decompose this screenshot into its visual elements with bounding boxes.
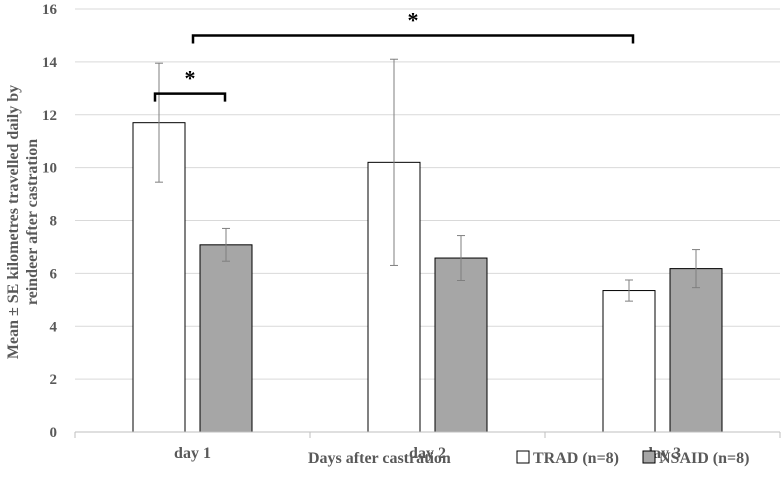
y-tick-label: 0 bbox=[50, 425, 58, 441]
bar bbox=[602, 290, 656, 433]
legend-swatch bbox=[642, 450, 656, 464]
y-axis-title-line1: Mean ± SE kilometres travelled daily by bbox=[5, 85, 22, 359]
y-tick-label: 14 bbox=[42, 55, 58, 71]
gridlines bbox=[75, 8, 780, 380]
legend-label: NSAID (n=8) bbox=[659, 450, 749, 467]
significance-annotations: ** bbox=[153, 7, 635, 102]
category-label: day 2 bbox=[409, 445, 446, 462]
legend: TRAD (n=8) NSAID (n=8) bbox=[516, 450, 749, 467]
significance-star: * bbox=[185, 66, 196, 91]
y-tick-label: 2 bbox=[50, 372, 58, 388]
significance-bracket bbox=[153, 92, 227, 102]
x-axis-title: Days after castration bbox=[308, 450, 451, 467]
significance-star: * bbox=[408, 7, 419, 32]
y-tick-label: 12 bbox=[42, 108, 57, 124]
legend-label: TRAD (n=8) bbox=[533, 450, 619, 467]
category-label: day 1 bbox=[174, 445, 211, 462]
bars bbox=[132, 122, 723, 433]
bar bbox=[669, 268, 723, 433]
y-tick-label: 8 bbox=[50, 214, 58, 230]
y-axis-title-line2: reindeer after castration bbox=[24, 139, 41, 305]
bar bbox=[199, 244, 253, 433]
x-tick-marks bbox=[74, 432, 781, 438]
bar bbox=[434, 257, 488, 433]
legend-swatch bbox=[516, 450, 530, 464]
significance-bracket bbox=[191, 34, 635, 44]
category-labels: day 1 day 2 day 3 bbox=[174, 445, 681, 462]
error-bars bbox=[155, 58, 700, 302]
y-tick-label: 6 bbox=[50, 266, 58, 282]
y-tick-label: 4 bbox=[50, 319, 58, 335]
y-tick-label: 16 bbox=[42, 2, 58, 18]
y-tick-labels: 0 2 4 6 8 10 12 14 16 bbox=[42, 2, 58, 441]
y-tick-label: 10 bbox=[42, 161, 57, 177]
